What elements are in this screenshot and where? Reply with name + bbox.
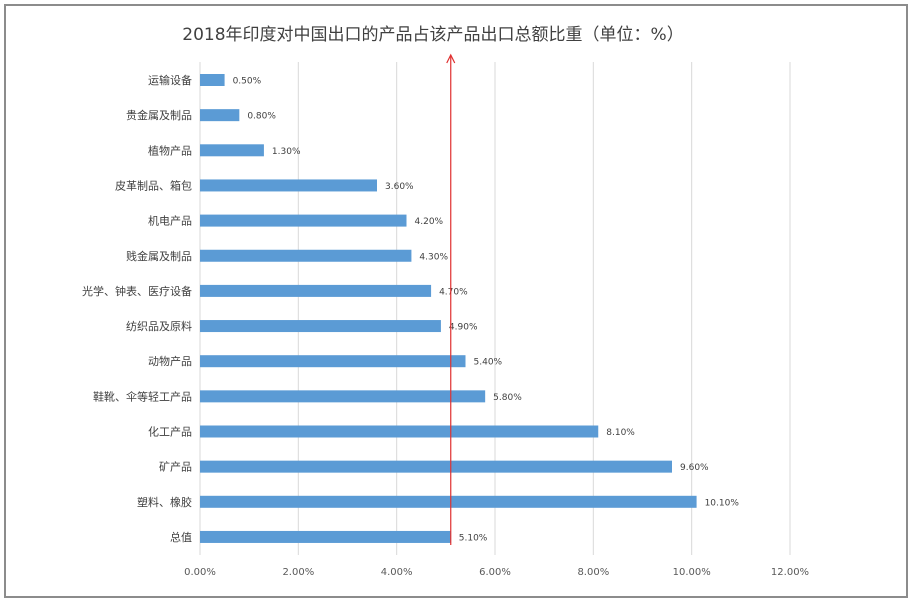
- bar: [200, 179, 377, 192]
- data-label: 9.60%: [680, 463, 709, 473]
- x-tick-label: 0.00%: [184, 567, 216, 578]
- bar: [200, 284, 432, 297]
- data-label: 4.30%: [419, 252, 448, 262]
- x-tick-label: 10.00%: [673, 567, 711, 578]
- bar: [200, 460, 672, 473]
- data-label: 0.50%: [233, 77, 262, 87]
- x-tick-label: 12.00%: [771, 567, 809, 578]
- data-label: 0.80%: [247, 112, 276, 122]
- category-label: 运输设备: [148, 73, 192, 87]
- bar: [200, 249, 412, 262]
- data-label: 5.80%: [493, 393, 522, 403]
- bar: [200, 495, 697, 508]
- bar: [200, 214, 407, 227]
- data-label: 4.70%: [439, 287, 468, 297]
- x-tick-label: 8.00%: [577, 567, 609, 578]
- data-label: 8.10%: [606, 428, 635, 438]
- bar: [200, 390, 486, 403]
- category-label: 鞋靴、伞等轻工产品: [93, 389, 192, 403]
- bar: [200, 425, 599, 438]
- data-label: 3.60%: [385, 182, 414, 192]
- category-label: 塑料、橡胶: [137, 495, 192, 509]
- x-tick-label: 2.00%: [282, 567, 314, 578]
- data-label: 5.10%: [459, 533, 488, 543]
- category-label: 化工产品: [148, 425, 192, 439]
- bar: [200, 320, 441, 333]
- category-label: 机电产品: [148, 214, 192, 228]
- data-label: 10.10%: [705, 498, 740, 508]
- category-label: 贵金属及制品: [126, 108, 192, 122]
- bar: [200, 109, 240, 122]
- category-label: 皮革制品、箱包: [115, 178, 192, 192]
- bar: [200, 144, 264, 157]
- data-label: 4.90%: [449, 323, 478, 333]
- chart-title: 2018年印度对中国出口的产品占该产品出口总额比重（单位：%）: [182, 25, 683, 45]
- category-label: 动物产品: [148, 354, 192, 368]
- arrow-head: [446, 53, 456, 64]
- category-label: 矿产品: [159, 460, 192, 474]
- bar: [200, 530, 451, 543]
- category-label: 植物产品: [148, 143, 192, 157]
- category-label: 总值: [170, 530, 192, 544]
- category-label: 光学、钟表、医疗设备: [82, 284, 192, 298]
- data-label: 5.40%: [474, 358, 503, 368]
- data-label: 1.30%: [272, 147, 301, 157]
- bar: [200, 355, 466, 368]
- x-tick-label: 4.00%: [381, 567, 413, 578]
- category-label: 贱金属及制品: [126, 249, 192, 263]
- category-label: 纺织品及原料: [126, 319, 192, 333]
- bar: [200, 74, 225, 86]
- x-tick-label: 6.00%: [479, 567, 511, 578]
- data-label: 4.20%: [415, 217, 444, 227]
